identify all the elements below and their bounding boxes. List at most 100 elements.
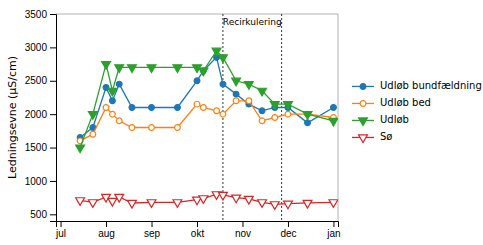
data-point [303,200,312,208]
y-tick: 2000 [25,109,56,120]
annotation-text: Recirkulering [223,17,282,27]
y-tick-label: 500 [30,209,47,220]
data-point [149,105,155,111]
data-point [218,55,227,63]
data-point [199,196,208,204]
x-tick: sep [144,221,161,239]
annotation-line [281,14,282,221]
legend-item: Sø [352,131,392,142]
legend-item: Udløb [352,114,409,125]
data-point [128,65,137,73]
data-point [233,98,239,104]
x-tick-mark [61,221,62,227]
x-tick-label: jan [326,228,340,239]
data-point [88,112,97,120]
data-point [329,118,338,126]
legend-symbol [359,135,368,143]
x-tick-label: aug [98,228,115,239]
data-point [331,105,337,111]
data-point [220,111,226,117]
legend: Udløb bundfældning Udløb bed Udløb Sø [352,80,482,142]
data-point [128,200,137,208]
x-tick-mark [333,221,334,227]
y-tick-mark [50,81,56,82]
legend-label: Udløb bed [380,97,431,108]
x-tick-mark [197,221,198,227]
data-point [115,65,124,73]
legend-label: Udløb bundfældning [380,80,482,91]
plot: julaugsepoktnovdecjan5001000150020002500… [25,9,341,239]
data-point [270,202,279,210]
x-tick: nov [235,221,251,239]
y-tick-label: 3000 [25,42,48,53]
data-point [199,68,208,76]
y-axis-line [50,15,57,222]
data-point [175,105,181,111]
legend-symbol [359,118,368,126]
data-point [233,91,239,97]
data-point [88,200,97,208]
frame-top [56,14,338,15]
data-point [194,78,200,84]
y-tick-mark [50,14,56,15]
data-point [76,145,85,153]
series-line [80,101,333,141]
data-point [103,105,109,111]
data-point [129,105,135,111]
legend-label: Sø [380,131,392,142]
y-tick: 1000 [25,176,56,187]
x-axis: jul aug sep okt nov dec jan [55,221,341,239]
x-tick-mark [106,221,107,227]
data-point [147,200,156,208]
x-tick: jan [326,221,340,239]
series-line [80,51,333,148]
y-tick-mark [50,148,56,149]
y-axis: 500100015002000250030003500 [25,9,57,222]
x-tick-label: dec [280,228,296,239]
y-tick-mark [50,181,56,182]
data-point [115,194,124,202]
data-point [173,200,182,208]
x-tick-label: sep [144,228,161,239]
y-tick: 3000 [25,42,56,53]
x-tick: okt [191,221,205,239]
x-tick-label: jul [55,228,66,239]
data-point [270,102,279,110]
data-point [305,120,311,126]
data-point [108,198,117,206]
chart: julaugsepoktnovdecjan5001000150020002500… [0,0,483,245]
data-point [108,88,117,96]
legend-item: Udløb bed [352,97,431,108]
y-tick: 2500 [25,75,56,86]
y-tick-label: 2000 [25,109,48,120]
legend-symbol [360,84,366,90]
x-tick-mark [242,221,243,227]
data-point [194,101,200,107]
legend-item: Udløb bundfældning [352,80,482,91]
x-tick: jul [55,221,66,239]
data-point [214,108,220,114]
data-point [110,98,116,104]
y-tick-mark [50,114,56,115]
y-tick-label: 2500 [25,75,48,86]
y-axis-title: Ledningsevne (µS/cm) [6,56,19,179]
data-point [173,65,182,73]
data-point [116,118,122,124]
data-point [90,131,96,137]
data-point [259,118,265,124]
data-point [116,81,122,87]
y-tick-label: 1000 [25,176,48,187]
data-point [76,198,85,206]
data-point [303,112,312,120]
data-point [272,115,278,121]
data-point [284,201,293,209]
data-point [102,62,111,70]
y-tick-mark [50,47,56,48]
marks [76,14,338,221]
data-point [259,108,265,114]
data-point [232,78,241,86]
data-point [200,105,206,111]
data-point [244,196,253,204]
data-point [284,102,293,110]
x-tick-mark [152,221,153,227]
